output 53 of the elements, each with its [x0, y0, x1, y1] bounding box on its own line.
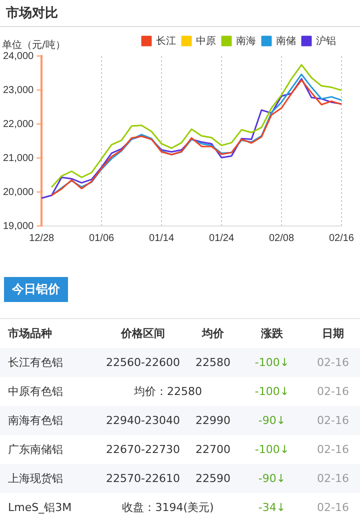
text: 22560-22600 [98, 348, 188, 377]
text: 22670-22730 [105, 442, 181, 458]
x-tick-label: 01/14 [149, 232, 174, 244]
text: 日期 [306, 318, 360, 348]
legend-label: 长江 [156, 34, 176, 47]
y-tick-label: 24,000 [2, 50, 34, 62]
text: 02-16 [306, 348, 360, 377]
text: 22580 [188, 348, 238, 377]
text: 02-16 [316, 384, 350, 400]
text: 22590 [188, 464, 238, 493]
text: 今日铝价 [4, 277, 68, 302]
x-tick-label: 02/08 [268, 232, 294, 244]
text: 涨跌 [238, 318, 306, 348]
text: -100↓ [238, 348, 306, 377]
text: 均价：22580 [133, 384, 203, 400]
text: 市场品种 [0, 318, 98, 348]
text: 22700 [194, 442, 232, 458]
text: 22570-22610 [98, 464, 188, 493]
text: 22990 [188, 406, 238, 435]
text: 02-16 [316, 500, 350, 516]
text: 收盘：3194(美元) [121, 500, 215, 516]
legend-label: 南海 [236, 34, 256, 47]
x-tick-label: 01/24 [209, 232, 234, 244]
text: 广东南储铝 [7, 442, 64, 458]
legend-label: 沪铝 [316, 34, 336, 47]
y-tick-label: 19,000 [2, 220, 34, 232]
chart-title: 市场对比 [6, 4, 58, 22]
text: -90↓ [238, 464, 306, 493]
legend-label: 南储 [276, 34, 296, 47]
text: 上海现货铝 [0, 464, 98, 493]
x-tick-label: 02/16 [328, 232, 354, 244]
y-tick-label: 23,000 [2, 84, 34, 96]
y-tick-label: 20,000 [2, 186, 34, 198]
text: 02-16 [306, 464, 360, 493]
text: 价格区间 [98, 318, 188, 348]
text: -100↓ [254, 442, 290, 458]
text: -34↓ [257, 500, 287, 516]
text: 长江有色铝 [0, 348, 98, 377]
x-tick-label: 01/06 [89, 232, 115, 244]
y-tick-label: 21,000 [2, 152, 34, 164]
text: 22940-23040 [98, 406, 188, 435]
legend-label: 中原 [196, 34, 216, 47]
y-axis-title: 单位（元/吨） [2, 38, 66, 52]
text: LmeS_铝3M [7, 500, 73, 516]
text: -100↓ [254, 384, 290, 400]
text: 02-16 [306, 406, 360, 435]
text: 中原有色铝 [7, 384, 64, 400]
text: 02-16 [316, 442, 350, 458]
text: -90↓ [238, 406, 306, 435]
text: 南海有色铝 [0, 406, 98, 435]
y-tick-label: 22,000 [2, 118, 34, 130]
text: 均价 [188, 318, 238, 348]
x-tick-label: 12/28 [29, 232, 55, 244]
